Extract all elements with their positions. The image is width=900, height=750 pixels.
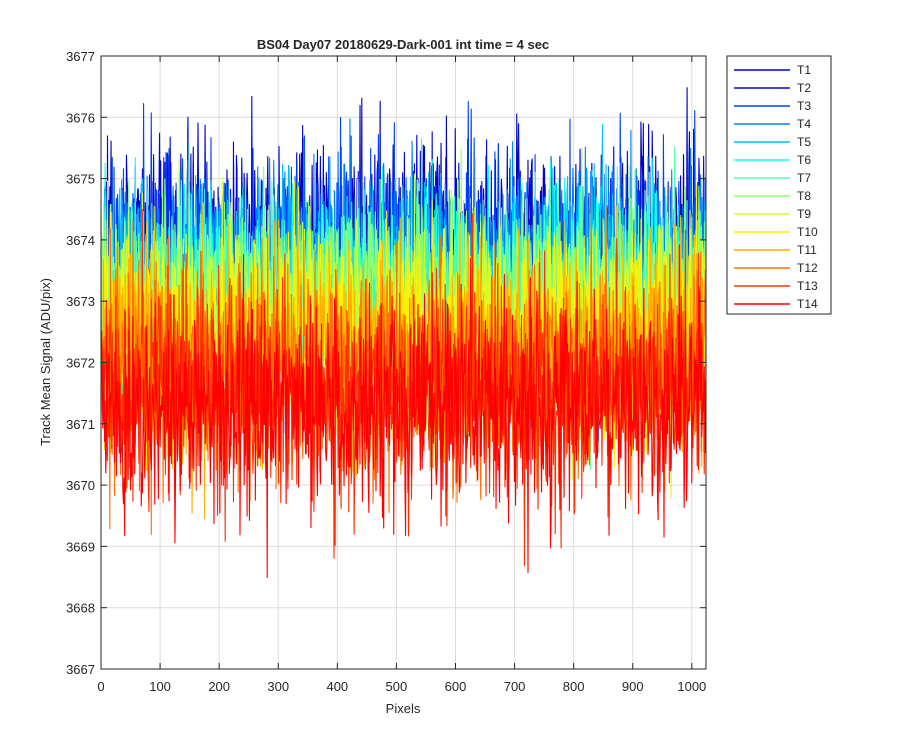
x-tick-label: 100	[149, 679, 171, 694]
legend-label: T11	[797, 243, 817, 257]
chart-title: BS04 Day07 20180629-Dark-001 int time = …	[257, 37, 549, 52]
x-tick-label: 1000	[677, 679, 706, 694]
legend-label: T10	[797, 225, 818, 239]
x-tick-label: 200	[208, 679, 230, 694]
y-tick-label: 3672	[66, 356, 95, 371]
x-axis-label: Pixels	[386, 701, 421, 716]
legend-label: T4	[797, 117, 811, 131]
x-tick-label: 300	[267, 679, 289, 694]
series-layer	[100, 87, 707, 579]
legend-label: T5	[797, 135, 811, 149]
x-tick-label: 600	[445, 679, 467, 694]
x-tick-label: 900	[622, 679, 644, 694]
legend-label: T1	[797, 63, 811, 77]
legend-label: T3	[797, 99, 811, 113]
series-line-t14	[100, 244, 707, 579]
y-tick-label: 3668	[66, 601, 95, 616]
legend-label: T13	[797, 279, 818, 293]
x-tick-label: 400	[326, 679, 348, 694]
y-tick-label: 3667	[66, 662, 95, 677]
y-tick-label: 3676	[66, 110, 95, 125]
legend-label: T6	[797, 153, 811, 167]
y-tick-label: 3670	[66, 478, 95, 493]
x-tick-label: 700	[504, 679, 526, 694]
legend-box	[726, 55, 832, 315]
y-tick-label: 3671	[66, 417, 95, 432]
legend-label: T9	[797, 207, 811, 221]
legend-label: T7	[797, 171, 811, 185]
x-tick-label: 500	[386, 679, 408, 694]
y-tick-label: 3669	[66, 539, 95, 554]
x-axis: 0 100 200 300 400 500 600 700 800 900 1000	[97, 56, 706, 694]
legend-label: T2	[797, 81, 811, 95]
x-tick-label: 800	[563, 679, 585, 694]
y-tick-label: 3677	[66, 49, 95, 64]
y-axis: 3667 3668 3669 3670 3671 3672 3673 3674 3675 3676…	[66, 49, 706, 677]
y-tick-label: 3674	[66, 233, 95, 248]
legend-label: T14	[797, 297, 818, 311]
legend-label: T12	[797, 261, 818, 275]
y-tick-label: 3673	[66, 294, 95, 309]
legend-label: T8	[797, 189, 811, 203]
legend: T1 T2 T3 T4 T5 T6 T7 T8 T9 T10 T11 T12 T13 T14	[726, 55, 832, 315]
y-tick-label: 3675	[66, 172, 95, 187]
x-tick-label: 0	[97, 679, 104, 694]
y-axis-label: Track Mean Signal (ADU/pix)	[38, 278, 53, 446]
